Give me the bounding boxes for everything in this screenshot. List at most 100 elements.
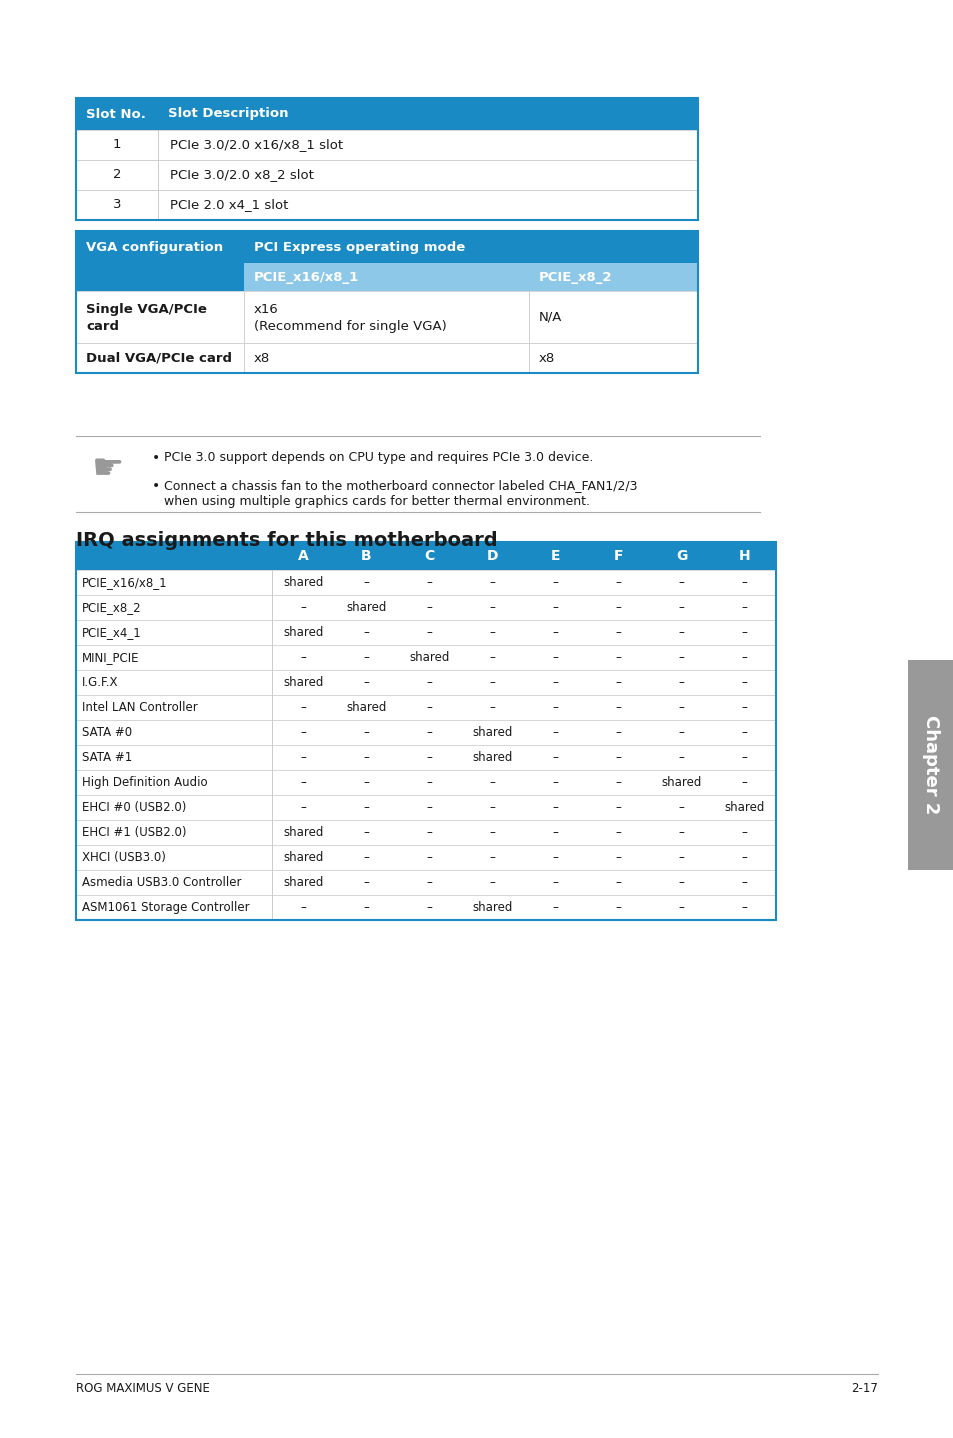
Text: SATA #0: SATA #0 <box>82 726 132 739</box>
Text: –: – <box>552 902 558 915</box>
Text: Intel LAN Controller: Intel LAN Controller <box>82 700 197 715</box>
Text: –: – <box>552 676 558 689</box>
Text: –: – <box>363 651 369 664</box>
Bar <box>76 344 244 372</box>
Text: –: – <box>678 851 683 864</box>
Text: PCI Express operating mode: PCI Express operating mode <box>253 240 465 253</box>
Bar <box>244 344 529 372</box>
Text: –: – <box>740 902 746 915</box>
Text: XHCI (USB3.0): XHCI (USB3.0) <box>82 851 166 864</box>
Text: A: A <box>297 549 309 564</box>
Text: –: – <box>740 876 746 889</box>
Bar <box>529 290 698 344</box>
Text: –: – <box>426 601 432 614</box>
Text: –: – <box>489 876 495 889</box>
Bar <box>272 620 273 646</box>
Text: MINI_PCIE: MINI_PCIE <box>82 651 139 664</box>
Text: –: – <box>300 777 306 789</box>
Text: PCIE_x16/x8_1: PCIE_x16/x8_1 <box>82 577 168 590</box>
Bar <box>76 870 775 894</box>
Text: –: – <box>363 577 369 590</box>
Text: –: – <box>363 851 369 864</box>
Text: –: – <box>740 777 746 789</box>
Bar <box>76 542 775 920</box>
Text: ROG MAXIMUS V GENE: ROG MAXIMUS V GENE <box>76 1382 210 1395</box>
Text: –: – <box>489 777 495 789</box>
Text: –: – <box>300 601 306 614</box>
Text: –: – <box>615 577 620 590</box>
Bar <box>244 290 529 344</box>
Bar <box>76 820 775 846</box>
Text: –: – <box>363 825 369 838</box>
Text: –: – <box>300 700 306 715</box>
Bar <box>244 263 529 290</box>
Text: –: – <box>552 851 558 864</box>
Text: H: H <box>738 549 749 564</box>
Bar <box>76 894 775 920</box>
Text: –: – <box>615 726 620 739</box>
Bar <box>272 646 273 670</box>
Bar <box>76 129 698 160</box>
Text: PCIE_x8_2: PCIE_x8_2 <box>538 270 612 283</box>
Text: –: – <box>300 651 306 664</box>
Text: –: – <box>678 801 683 814</box>
Text: –: – <box>615 876 620 889</box>
Text: shared: shared <box>723 801 764 814</box>
Bar <box>76 670 775 695</box>
Text: –: – <box>678 601 683 614</box>
Text: –: – <box>552 825 558 838</box>
Text: –: – <box>678 726 683 739</box>
Bar <box>529 344 698 372</box>
Bar <box>76 595 775 620</box>
Bar <box>76 745 775 769</box>
Bar <box>529 263 698 290</box>
Text: –: – <box>426 726 432 739</box>
Text: C: C <box>424 549 435 564</box>
Text: shared: shared <box>472 751 512 764</box>
Text: 1: 1 <box>112 138 121 151</box>
Text: I.G.F.X: I.G.F.X <box>82 676 118 689</box>
Text: –: – <box>615 651 620 664</box>
Text: –: – <box>740 726 746 739</box>
Text: –: – <box>426 801 432 814</box>
Bar <box>76 290 244 344</box>
Bar <box>272 894 273 920</box>
Bar <box>76 98 698 220</box>
Text: 2-17: 2-17 <box>850 1382 877 1395</box>
Bar <box>272 720 273 745</box>
Text: –: – <box>489 676 495 689</box>
Text: –: – <box>363 902 369 915</box>
Text: –: – <box>740 676 746 689</box>
Bar <box>272 769 273 795</box>
Text: PCIE_x16/x8_1: PCIE_x16/x8_1 <box>253 270 359 283</box>
Text: –: – <box>615 751 620 764</box>
Text: •: • <box>152 452 160 464</box>
Text: –: – <box>740 851 746 864</box>
Text: E: E <box>550 549 559 564</box>
Text: –: – <box>615 851 620 864</box>
Text: •: • <box>152 479 160 493</box>
Bar <box>76 232 698 263</box>
Text: shared: shared <box>283 825 323 838</box>
Text: –: – <box>552 626 558 638</box>
Text: –: – <box>489 626 495 638</box>
Text: shared: shared <box>283 626 323 638</box>
Bar <box>158 190 159 220</box>
Bar <box>76 160 698 190</box>
Bar <box>158 129 159 160</box>
Text: –: – <box>678 577 683 590</box>
Text: PCIe 3.0/2.0 x16/x8_1 slot: PCIe 3.0/2.0 x16/x8_1 slot <box>170 138 343 151</box>
Text: –: – <box>678 651 683 664</box>
Text: –: – <box>426 825 432 838</box>
Text: –: – <box>552 801 558 814</box>
Text: –: – <box>552 726 558 739</box>
Text: (Recommend for single VGA): (Recommend for single VGA) <box>253 319 446 332</box>
Text: –: – <box>740 577 746 590</box>
Bar <box>76 795 775 820</box>
Text: IRQ assignments for this motherboard: IRQ assignments for this motherboard <box>76 531 497 549</box>
Text: Slot No.: Slot No. <box>86 108 146 121</box>
Text: Dual VGA/PCIe card: Dual VGA/PCIe card <box>86 351 232 364</box>
Text: –: – <box>363 876 369 889</box>
Bar <box>272 846 273 870</box>
Text: PCIE_x4_1: PCIE_x4_1 <box>82 626 142 638</box>
